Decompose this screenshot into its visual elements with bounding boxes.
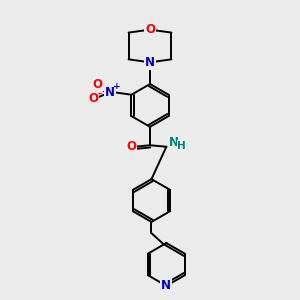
Text: O: O xyxy=(145,23,155,36)
Text: N: N xyxy=(169,136,179,149)
Text: H: H xyxy=(177,140,186,151)
Text: N: N xyxy=(161,279,171,292)
Text: -: - xyxy=(98,88,102,98)
Text: N: N xyxy=(145,56,155,69)
Text: O: O xyxy=(93,77,103,91)
Text: +: + xyxy=(113,82,120,91)
Text: O: O xyxy=(88,92,98,105)
Text: O: O xyxy=(126,140,136,153)
Text: N: N xyxy=(105,86,115,99)
